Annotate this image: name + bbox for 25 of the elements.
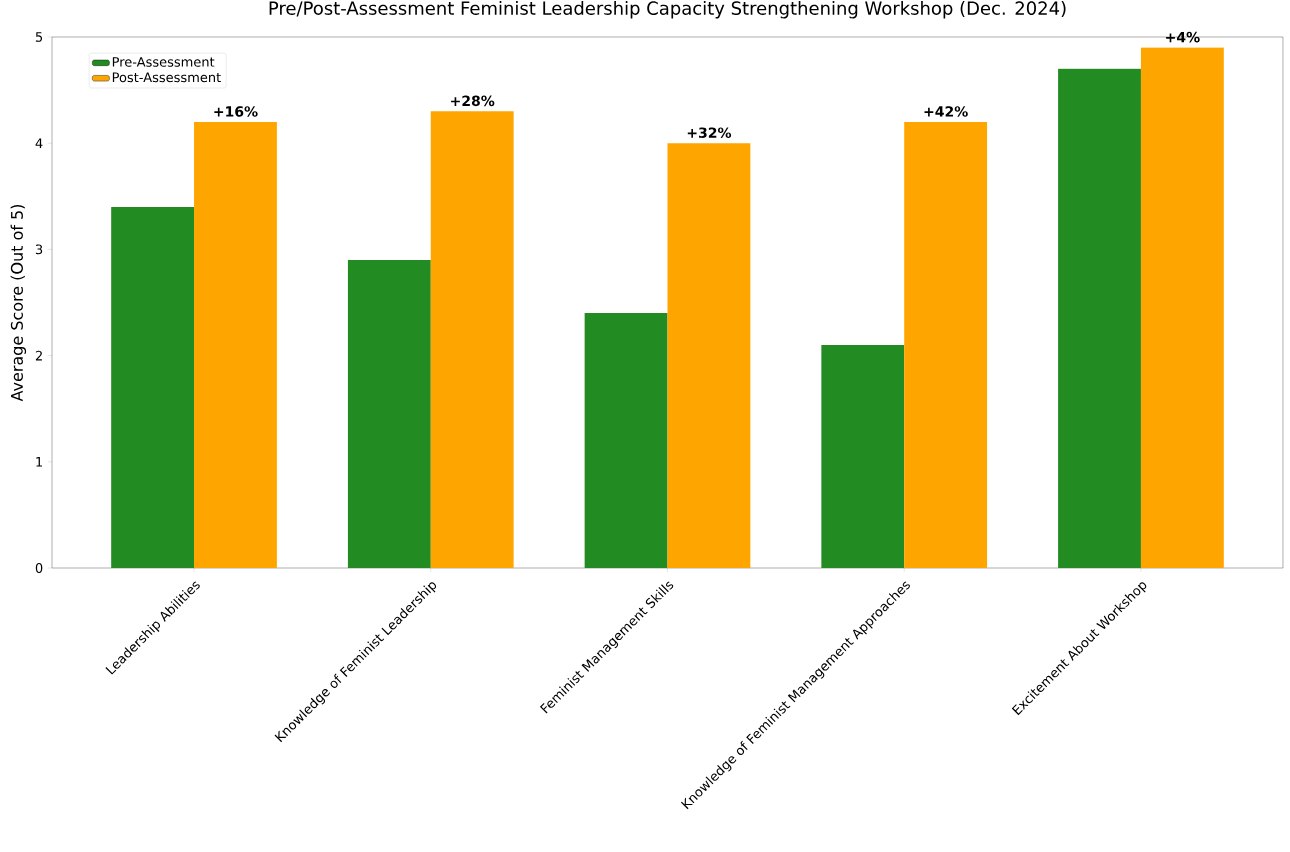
bar bbox=[1140, 47, 1224, 568]
annotation: +42% bbox=[924, 106, 968, 117]
legend-label: Pre-Assessment bbox=[112, 57, 215, 67]
bar bbox=[1058, 68, 1141, 568]
y-tick-label: 4 bbox=[35, 138, 43, 148]
annotation: +16% bbox=[214, 106, 258, 117]
annotation: +4% bbox=[1166, 31, 1200, 43]
annotation: +32% bbox=[687, 127, 732, 138]
bar bbox=[430, 111, 514, 568]
bar bbox=[667, 143, 751, 568]
bar bbox=[584, 313, 668, 568]
bar bbox=[194, 121, 277, 568]
y-tick-label: 2 bbox=[35, 350, 42, 361]
y-axis-title: Average Score (Out of 5) bbox=[10, 204, 27, 402]
chart-title: Pre/Post-Assessment Feminist Leadership Capacity Strengthening Workshop (Dec. 2024) bbox=[269, 1, 1066, 19]
y-tick-label: 0 bbox=[35, 563, 43, 573]
y-tick-label: 5 bbox=[35, 32, 43, 42]
y-tick-label: 1 bbox=[36, 457, 42, 467]
annotation: +28% bbox=[451, 95, 495, 107]
bar bbox=[821, 344, 905, 568]
y-tick-label: 3 bbox=[35, 244, 43, 255]
legend-label: Post-Assessment bbox=[112, 72, 221, 83]
bar bbox=[111, 206, 195, 568]
bar bbox=[347, 260, 431, 568]
bar bbox=[904, 121, 988, 568]
